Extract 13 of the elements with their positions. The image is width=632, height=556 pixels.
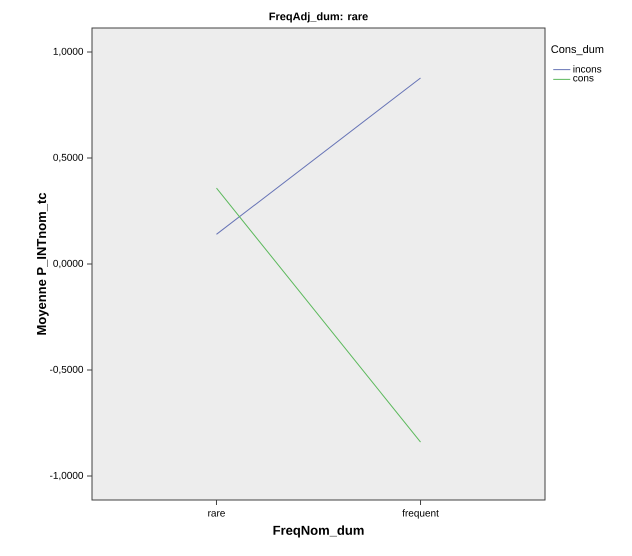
y-tick-label: -0,5000 [50, 366, 84, 374]
legend-title: Cons_dum [551, 44, 604, 56]
chart-title: FreqAdj_dum: rare [270, 12, 368, 22]
y-tick-label: 0,0000 [53, 260, 84, 268]
x-tick-label: rare [208, 511, 225, 517]
y-axis-title: Moyenne P_INTnom_tc [37, 192, 49, 335]
x-tick-label: frequent [402, 509, 439, 519]
y-tick-label: 0,5000 [53, 154, 84, 162]
legend-label: incons [573, 65, 602, 73]
legend-label: cons [573, 76, 594, 82]
y-tick-label: 1,0000 [54, 48, 84, 56]
x-axis-title: FreqNom_dum [274, 525, 364, 538]
y-tick-label: -1,0000 [50, 472, 84, 480]
